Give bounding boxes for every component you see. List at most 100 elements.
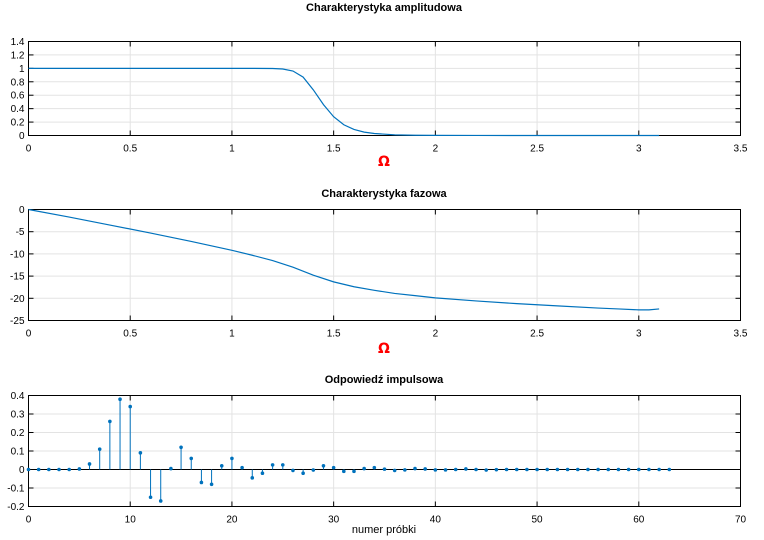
stem-marker [474,467,478,472]
stem-marker [667,467,672,472]
y-tick-label: 0.6 [11,91,25,102]
x-tick-label: 2 [433,329,439,340]
amplitude-x-ticks: 0 0.5 1 1.5 2 2.5 3 3.5 [26,41,748,155]
stem-marker [352,469,356,474]
stem-marker [138,451,143,455]
phase-series-line [28,208,660,311]
stem-marker [128,404,133,409]
x-tick-label: 2.5 [530,144,544,155]
y-tick-label: 0.2 [11,118,25,129]
y-tick-label: 0.8 [11,77,25,88]
stem-marker [647,467,651,472]
stem-marker [97,447,102,451]
x-tick-label: 30 [328,515,340,526]
stem-marker [301,471,305,476]
y-tick-label: -0.1 [7,484,25,495]
impulse-x-ticks: 0 10 20 30 40 50 60 70 [26,395,747,526]
stem-marker [504,467,509,472]
y-tick-label: 1.4 [11,37,25,48]
phase-plot: Charakterystyka fazowa 0 0.5 1 1.5 2 2.5 3 3.5 … [10,188,748,357]
x-tick-label: 0.5 [123,144,137,155]
stem-marker [250,476,255,480]
y-tick-label: 0 [19,465,25,476]
stem-marker [260,471,265,476]
stem-marker [36,467,41,472]
stem-marker [484,468,489,472]
x-tick-label: 0.5 [123,329,137,340]
x-tick-label: 1.5 [327,329,341,340]
stem-marker [606,467,611,472]
y-tick-label: 0 [19,205,25,216]
y-tick-label: 0 [19,131,25,142]
phase-y-ticks: 0 -5 -10 -15 -20 -25 [10,205,741,327]
stem-marker [108,419,112,424]
stem-marker [26,467,31,472]
stem-marker [362,466,366,471]
stem-marker [230,456,234,461]
y-tick-label: 0.2 [11,428,25,439]
stem-marker [575,467,580,472]
stem-marker [413,466,417,471]
x-tick-label: 3 [636,144,642,155]
x-tick-label: 40 [430,515,442,526]
x-tick-label: 2 [433,144,439,155]
stem-marker [219,464,224,468]
impulse-plot: Odpowiedź impulsowa 0 10 20 30 40 50 60 70 0.40… [7,374,746,536]
y-tick-label: 1.2 [11,50,25,61]
stem-marker [118,397,122,402]
stem-marker [158,499,163,503]
stem-marker [291,468,295,473]
stem-marker [169,466,173,471]
stem-marker [372,465,377,470]
stem-marker [555,467,560,472]
stem-marker [565,467,570,472]
stem-marker [616,467,621,472]
x-tick-label: 3 [636,329,642,340]
amplitude-series-line [28,67,660,137]
y-tick-label: 0.1 [11,447,25,458]
amplitude-grid [28,41,741,136]
stem-marker [433,468,438,472]
x-tick-label: 50 [532,515,544,526]
stem-marker [57,467,61,472]
stem-marker [179,445,183,450]
stem-marker [586,467,590,472]
stem-marker [453,467,458,472]
stem-marker [240,465,244,470]
phase-x-ticks: 0 0.5 1 1.5 2 2.5 3 3.5 [26,209,748,340]
stem-marker [403,468,407,472]
stem-marker [67,467,71,472]
x-tick-label: 60 [633,515,645,526]
stem-marker [626,467,631,472]
stem-marker [209,482,214,487]
stem-marker [311,468,316,472]
y-tick-label: -15 [10,272,25,283]
stem-marker [321,464,326,468]
stem-marker [545,467,550,472]
phase-title: Charakterystyka fazowa [321,188,447,200]
stem-marker [342,469,346,474]
stem-marker [270,463,275,467]
y-tick-label: -10 [10,249,25,260]
amplitude-plot: Charakterystyka amplitudowa 0 0.5 1 1.5 2 2.5… [11,2,748,170]
x-tick-label: 70 [735,515,747,526]
stem-marker [535,467,539,472]
x-tick-label: 1 [229,329,235,340]
y-tick-label: 0.4 [11,391,25,402]
phase-x-label: Ω [378,341,390,357]
stem-marker [331,465,336,470]
x-tick-label: 20 [226,515,238,526]
x-tick-label: 1 [229,144,235,155]
amplitude-title: Charakterystyka amplitudowa [306,2,463,14]
stem-marker [443,468,448,472]
stem-marker [382,467,387,471]
x-tick-label: 1.5 [327,144,341,155]
stem-marker [280,463,285,467]
stem-marker [636,467,641,472]
phase-axes-box [28,209,741,321]
x-tick-label: 3.5 [734,144,748,155]
x-tick-label: 0 [26,329,32,340]
y-tick-label: 0.3 [11,410,25,421]
impulse-y-ticks: 0.4 0.3 0.2 0.1 0 -0.1 -0.2 [7,391,741,513]
